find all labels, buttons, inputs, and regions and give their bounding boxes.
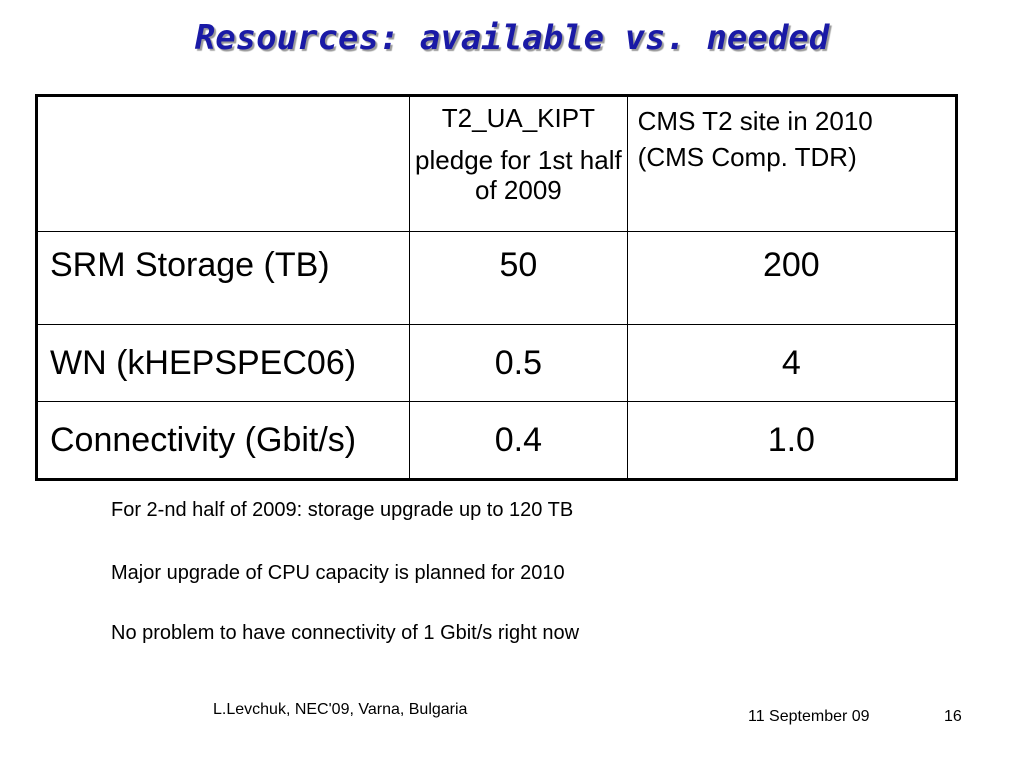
row-label: Connectivity (Gbit/s)	[35, 401, 411, 480]
footer-date: 11 September 09	[748, 708, 870, 725]
kipt-value: 0.4	[409, 401, 628, 480]
resources-table: T2_UA_KIPT pledge for 1st half of 2009 C…	[35, 94, 958, 481]
table-header-row: T2_UA_KIPT pledge for 1st half of 2009 C…	[35, 95, 958, 232]
page-number: 16	[944, 708, 962, 725]
table-row: Connectivity (Gbit/s) 0.4 1.0	[35, 401, 958, 480]
kipt-value: 50	[409, 231, 628, 325]
cms-value: 4	[626, 324, 958, 402]
cms-value: 1.0	[626, 401, 958, 480]
row-label: SRM Storage (TB)	[35, 231, 411, 325]
slide-title: Resources: available vs. needed	[194, 18, 830, 58]
cms-value: 200	[626, 231, 958, 325]
row-label: WN (kHEPSPEC06)	[35, 324, 411, 402]
header-kipt-period: pledge for 1st half of 2009	[415, 145, 622, 205]
note-connectivity: No problem to have connectivity of 1 Gbi…	[111, 622, 580, 644]
note-cpu-upgrade: Major upgrade of CPU capacity is planned…	[111, 562, 565, 584]
header-kipt-name: T2_UA_KIPT	[441, 103, 595, 133]
footer-author: L.Levchuk, NEC'09, Varna, Bulgaria	[213, 701, 468, 718]
kipt-value: 0.5	[409, 324, 628, 402]
header-cms-t2: CMS T2 site in 2010 (CMS Comp. TDR)	[626, 95, 958, 232]
table-row: WN (kHEPSPEC06) 0.5 4	[35, 324, 958, 402]
note-storage-upgrade: For 2-nd half of 2009: storage upgrade u…	[111, 499, 574, 521]
table-row: SRM Storage (TB) 50 200	[35, 231, 958, 325]
header-empty-cell	[35, 95, 411, 232]
header-kipt-pledge: T2_UA_KIPT pledge for 1st half of 2009	[409, 95, 628, 232]
